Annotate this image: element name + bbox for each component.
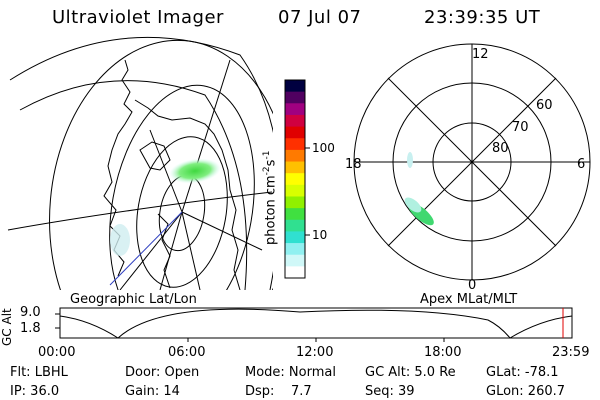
info-gain: Gain: 14 — [125, 384, 180, 399]
info-gc-alt: GC Alt: 5.0 Re — [365, 365, 456, 380]
info-filter: Flt: LBHL — [10, 365, 68, 380]
info-mode: Mode: Normal — [245, 365, 336, 380]
time-tick-0000: 00:00 — [38, 345, 76, 360]
info-door: Door: Open — [125, 365, 200, 380]
colorbar-band — [285, 254, 305, 267]
geographic-label: Geographic Lat/Lon — [70, 292, 197, 307]
time-tick-1800: 18:00 — [424, 345, 462, 360]
colorbar-tick-100: 100 — [312, 141, 335, 155]
time-tick-0600: 06:00 — [168, 345, 206, 360]
colorbar-band — [285, 208, 305, 221]
colorbar-band — [285, 103, 305, 116]
info-dsp: Dsp: 7.7 — [245, 384, 312, 399]
altitude-tick-1-8: 1.8 — [20, 321, 41, 336]
lat-label-60: 60 — [536, 98, 553, 113]
colorbar-band — [285, 91, 305, 104]
colorbar-band — [285, 80, 305, 93]
colorbar-band — [285, 266, 305, 279]
colorbar-band — [285, 114, 305, 128]
time-tick-2359: 23:59 — [552, 345, 590, 360]
image-time: 23:39:35 UT — [424, 7, 541, 28]
lat-label-70: 70 — [512, 120, 529, 135]
mlt-label-0: 0 — [468, 278, 477, 293]
info-glat: GLat: -78.1 — [486, 365, 559, 380]
mlt-label-6: 6 — [577, 157, 586, 172]
colorbar-band — [285, 126, 305, 139]
altitude-ylabel: GC Alt — [0, 308, 14, 346]
colorbar-band — [285, 173, 305, 186]
mlt-label-12: 12 — [472, 47, 489, 62]
colorbar-band — [285, 149, 305, 163]
polar-label: Apex MLat/MLT — [420, 292, 518, 307]
colorbar-band — [285, 219, 305, 232]
info-seq: Seq: 39 — [365, 384, 415, 399]
info-ip: IP: 36.0 — [10, 384, 60, 399]
colorbar-band — [285, 231, 305, 244]
altitude-tick-9: 9.0 — [20, 305, 41, 320]
image-date: 07 Jul 07 — [278, 7, 362, 28]
lat-label-80: 80 — [492, 141, 509, 156]
mlt-label-18: 18 — [345, 157, 362, 172]
instrument-title: Ultraviolet Imager — [52, 7, 224, 28]
colorbar-band — [285, 184, 305, 197]
colorbar-band — [285, 243, 305, 256]
colorbar-band — [285, 161, 305, 174]
info-glon: GLon: 260.7 — [486, 384, 566, 399]
colorbar-band — [285, 196, 305, 209]
colorbar-band — [285, 138, 305, 151]
colorbar-tick-10: 10 — [312, 228, 328, 242]
time-tick-1200: 12:00 — [296, 345, 334, 360]
